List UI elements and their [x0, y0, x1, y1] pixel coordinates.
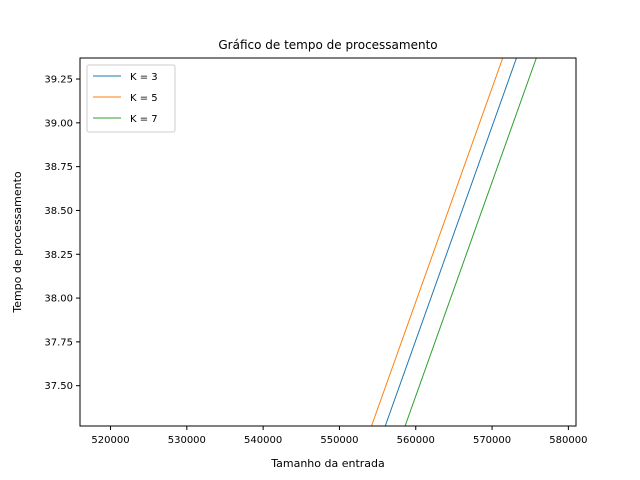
x-axis-label: Tamanho da entrada [270, 457, 385, 470]
y-tick-label: 38.00 [44, 294, 73, 305]
y-axis-label: Tempo de processamento [11, 171, 24, 314]
legend-label: K = 3 [130, 72, 158, 83]
y-tick-label: 37.75 [44, 337, 73, 348]
x-tick-label: 540000 [244, 435, 282, 446]
plot-frame [79, 57, 577, 427]
y-axis: 37.50 37.75 38.00 38.25 38.50 38.75 39.00 39.25 [44, 75, 80, 392]
x-tick-label: 550000 [320, 435, 358, 446]
y-tick-label: 38.25 [44, 250, 73, 261]
legend-label: K = 7 [130, 114, 158, 125]
series-line-k7 [404, 58, 537, 426]
x-tick-label: 530000 [168, 435, 206, 446]
chart-title: Gráfico de tempo de processamento [218, 38, 437, 52]
y-tick-label: 38.75 [44, 162, 73, 173]
legend-box [86, 64, 176, 133]
x-axis: 520000 530000 540000 550000 560000 570000 5800… [91, 426, 587, 446]
y-tick-label: 37.50 [44, 381, 73, 392]
x-tick-label: 520000 [91, 435, 129, 446]
series-line-k5 [371, 58, 504, 426]
legend-label: K = 5 [130, 93, 158, 104]
y-tick-label: 38.50 [44, 206, 73, 217]
x-tick-label: 560000 [397, 435, 435, 446]
x-tick-label: 570000 [473, 435, 511, 446]
series-line-k3 [384, 58, 517, 426]
legend: K = 3 K = 5 K = 7 [86, 64, 176, 133]
x-tick-label: 580000 [549, 435, 587, 446]
y-tick-label: 39.00 [44, 118, 73, 129]
y-tick-label: 39.25 [44, 75, 73, 86]
series-layer [371, 58, 537, 426]
